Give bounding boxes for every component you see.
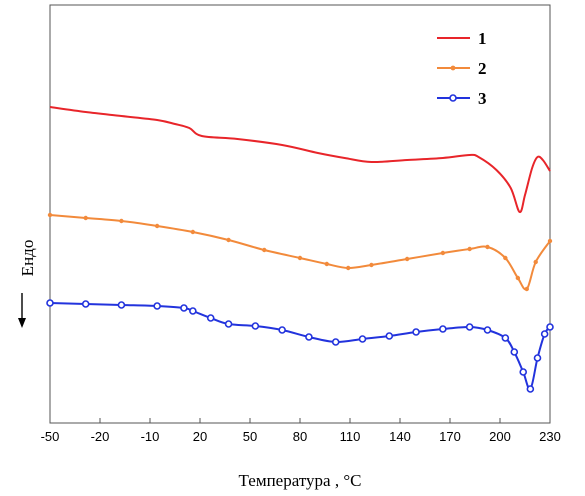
data-point <box>226 238 230 242</box>
legend-label: 1 <box>478 29 487 48</box>
legend-item-3: 3 <box>437 89 487 108</box>
data-point <box>190 308 196 314</box>
data-point <box>516 276 520 280</box>
data-point <box>441 251 445 255</box>
data-point <box>502 335 508 341</box>
data-point <box>369 263 373 267</box>
data-point <box>405 257 409 261</box>
data-point <box>208 315 214 321</box>
x-tick-label: 170 <box>439 429 461 444</box>
data-point <box>346 266 350 270</box>
data-point <box>306 334 312 340</box>
data-point <box>279 327 285 333</box>
data-point <box>386 333 392 339</box>
data-point <box>252 323 258 329</box>
x-tick-label: 80 <box>293 429 307 444</box>
x-tick-label: 200 <box>489 429 511 444</box>
data-point <box>503 256 507 260</box>
data-point <box>485 327 491 333</box>
data-point <box>485 245 489 249</box>
x-axis-title: Температура , °C <box>239 471 362 490</box>
y-axis-title: Ендо <box>18 240 37 277</box>
data-point <box>47 300 53 306</box>
data-point <box>191 230 195 234</box>
data-point <box>548 239 552 243</box>
data-point <box>325 262 329 266</box>
series-line-1 <box>50 107 550 212</box>
x-tick-label: 110 <box>340 429 361 444</box>
series-2 <box>48 213 552 291</box>
data-point <box>413 329 419 335</box>
data-point <box>262 248 266 252</box>
data-point <box>181 305 187 311</box>
data-point <box>520 369 526 375</box>
data-point <box>511 349 517 355</box>
legend-label: 2 <box>478 59 487 78</box>
data-point <box>542 331 548 337</box>
data-point <box>547 324 553 330</box>
x-tick-label: 50 <box>243 429 257 444</box>
data-point <box>84 216 88 220</box>
legend-item-1: 1 <box>437 29 487 48</box>
data-point <box>118 302 124 308</box>
legend-item-2: 2 <box>437 59 487 78</box>
data-point <box>467 324 473 330</box>
data-point <box>534 260 538 264</box>
data-point <box>48 213 52 217</box>
x-tick-label: -10 <box>141 429 160 444</box>
series-3 <box>47 300 553 392</box>
endo-arrow-head <box>18 318 26 328</box>
data-point <box>119 219 123 223</box>
data-point <box>333 339 339 345</box>
data-point <box>154 303 160 309</box>
series-line-3 <box>50 303 550 389</box>
series-1 <box>50 107 550 212</box>
data-point <box>535 355 541 361</box>
data-point <box>226 321 232 327</box>
data-point <box>360 336 366 342</box>
legend-marker <box>450 95 456 101</box>
x-tick-label: 140 <box>389 429 411 444</box>
y-axis-title-group: Ендо <box>18 240 37 328</box>
data-point <box>527 386 533 392</box>
data-point <box>298 256 302 260</box>
x-tick-label: 230 <box>539 429 561 444</box>
data-point <box>83 301 89 307</box>
data-point <box>440 326 446 332</box>
legend-label: 3 <box>478 89 487 108</box>
series-line-2 <box>50 215 550 290</box>
legend-marker <box>451 66 456 71</box>
x-tick-label: 20 <box>193 429 207 444</box>
plot-frame <box>50 5 550 423</box>
data-point <box>155 224 159 228</box>
x-tick-label: -20 <box>91 429 110 444</box>
data-point <box>525 287 529 291</box>
x-tick-label: -50 <box>41 429 60 444</box>
data-point <box>467 247 471 251</box>
